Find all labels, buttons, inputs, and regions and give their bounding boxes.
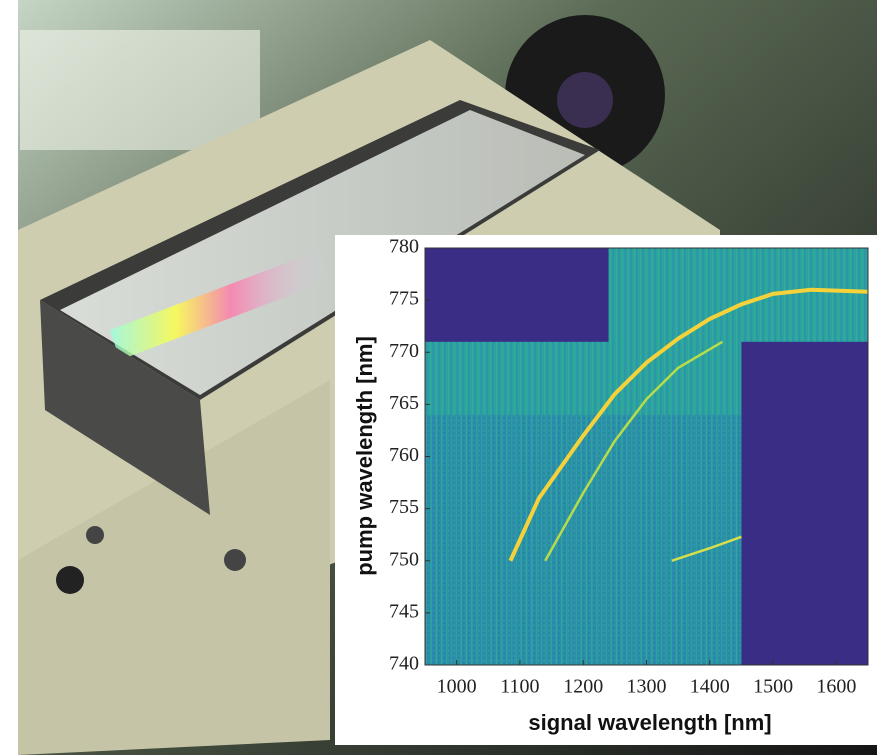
x-tick-label: 1200 xyxy=(563,676,603,698)
scene: 1000 1100 1200 1300 1400 1500 1600 740 745 750 755… xyxy=(0,0,877,755)
body: 1000 1100 1200 1300 1400 1500 1600 740 745 750 755… xyxy=(0,0,877,755)
chart: 1000 1100 1200 1300 1400 1500 1600 740 745 750 755… xyxy=(389,236,868,698)
x-tick-label: 1500 xyxy=(753,676,793,698)
y-axis-label: pump wavelength [nm] xyxy=(352,336,377,576)
y-tick-label: 775 xyxy=(389,288,419,310)
y-tick-label: 755 xyxy=(389,496,419,518)
y-tick-label: 740 xyxy=(389,653,419,675)
x-tick-label: 1300 xyxy=(627,676,667,698)
x-tick-label: 1600 xyxy=(816,676,856,698)
x-tick-label: 1400 xyxy=(690,676,730,698)
y-tick-label: 770 xyxy=(389,340,419,362)
x-tick-label: 1000 xyxy=(437,676,477,698)
y-tick-label: 750 xyxy=(389,548,419,570)
y-tick-label: 745 xyxy=(389,600,419,622)
page: {"chart_data": {"type": "heatmap", "xlab… xyxy=(0,0,877,755)
x-axis-label: signal wavelength [nm] xyxy=(528,710,771,735)
y-tick-label: 780 xyxy=(389,236,419,258)
y-tick-label: 765 xyxy=(389,392,419,414)
masked-region xyxy=(425,248,609,342)
masked-region xyxy=(741,342,868,665)
y-tick-label: 760 xyxy=(389,444,419,466)
x-tick-label: 1100 xyxy=(500,676,539,698)
